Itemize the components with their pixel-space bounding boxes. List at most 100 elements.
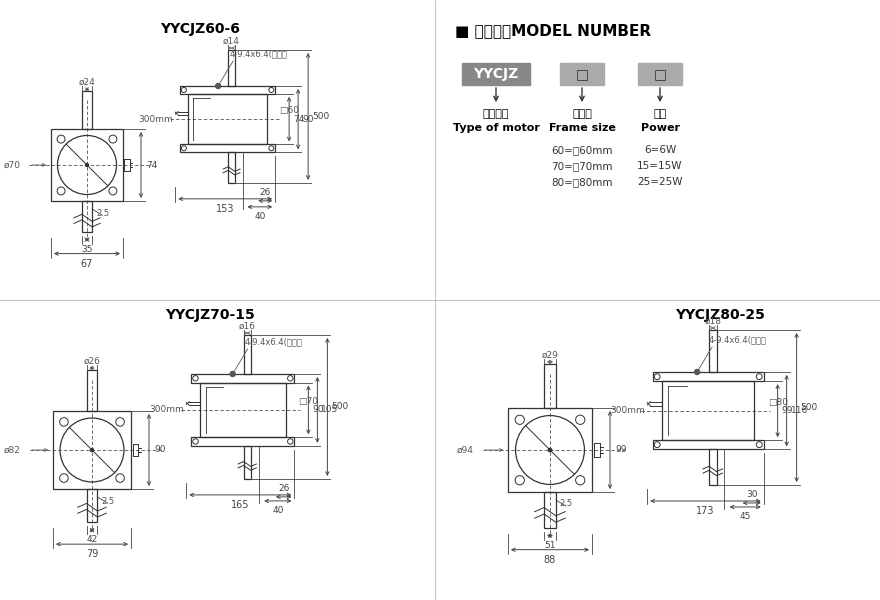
Circle shape — [216, 83, 221, 88]
Bar — [244, 335, 251, 374]
Text: 4-9.4x6.4(长孔）: 4-9.4x6.4(长孔） — [709, 335, 767, 344]
Text: □60: □60 — [279, 106, 299, 115]
Text: 79: 79 — [86, 549, 99, 559]
Text: 500: 500 — [332, 403, 348, 412]
Circle shape — [230, 371, 235, 377]
Circle shape — [91, 448, 93, 452]
Text: □70: □70 — [298, 397, 319, 406]
Text: ø82: ø82 — [4, 445, 21, 455]
Text: 90: 90 — [312, 406, 324, 415]
Bar — [653, 372, 764, 381]
Text: 105: 105 — [321, 406, 339, 415]
Bar — [192, 437, 295, 446]
Text: 2.5: 2.5 — [101, 497, 114, 505]
Text: 90: 90 — [302, 115, 313, 124]
Text: 116: 116 — [790, 406, 808, 415]
Text: Frame size: Frame size — [548, 123, 615, 133]
Text: YYCJZ70-15: YYCJZ70-15 — [165, 308, 255, 322]
Bar — [662, 381, 754, 440]
Text: □80: □80 — [767, 398, 788, 407]
Text: 35: 35 — [81, 245, 92, 254]
Bar — [462, 63, 530, 85]
Text: Type of motor: Type of motor — [452, 123, 539, 133]
Text: 2.5: 2.5 — [96, 208, 109, 217]
Text: ø29: ø29 — [541, 351, 559, 360]
Text: ø18: ø18 — [704, 317, 722, 326]
Text: ø14: ø14 — [224, 37, 240, 46]
Text: 6=6W: 6=6W — [644, 145, 676, 155]
Text: ø26: ø26 — [84, 357, 100, 366]
Text: 60=＆60mm: 60=＆60mm — [551, 145, 612, 155]
Text: 99: 99 — [781, 406, 793, 415]
Bar — [638, 63, 682, 85]
Text: 300mm: 300mm — [611, 406, 645, 415]
Bar — [228, 50, 235, 86]
Text: □: □ — [654, 67, 666, 81]
Text: 80=＆80mm: 80=＆80mm — [551, 177, 612, 187]
Bar — [86, 370, 98, 411]
Text: 74: 74 — [146, 160, 158, 169]
Text: 90: 90 — [154, 445, 165, 455]
Text: 165: 165 — [231, 500, 250, 510]
Text: 500: 500 — [801, 403, 818, 412]
Text: 42: 42 — [86, 535, 98, 544]
Text: 40: 40 — [272, 506, 283, 515]
Bar — [192, 374, 295, 383]
Text: 25=25W: 25=25W — [637, 177, 683, 187]
Bar — [82, 201, 92, 232]
Text: 4-9.4x6.4(长孔）: 4-9.4x6.4(长孔） — [245, 337, 303, 346]
Bar — [82, 91, 92, 129]
Text: 99: 99 — [615, 445, 627, 455]
Bar — [86, 489, 98, 522]
Bar — [51, 129, 123, 201]
Bar — [653, 440, 764, 449]
Bar — [53, 411, 131, 489]
Bar — [560, 63, 604, 85]
Text: 173: 173 — [696, 506, 715, 516]
Bar — [200, 383, 286, 437]
Text: 88: 88 — [544, 555, 556, 565]
Bar — [508, 408, 592, 492]
Text: 300mm: 300mm — [139, 115, 173, 124]
Text: Power: Power — [641, 123, 679, 133]
Text: 74: 74 — [293, 115, 304, 124]
Text: 67: 67 — [81, 259, 93, 269]
Text: ø16: ø16 — [238, 322, 256, 331]
Text: 300mm: 300mm — [150, 406, 184, 415]
Text: ø24: ø24 — [78, 78, 95, 87]
Text: YYCJZ80-25: YYCJZ80-25 — [675, 308, 765, 322]
Circle shape — [548, 448, 552, 452]
Bar — [188, 94, 268, 145]
Text: 51: 51 — [544, 541, 556, 550]
Circle shape — [694, 370, 700, 374]
Text: 功率: 功率 — [653, 109, 667, 119]
Text: 45: 45 — [739, 512, 751, 521]
Text: 26: 26 — [260, 188, 271, 197]
Text: 153: 153 — [216, 204, 234, 214]
Text: YYCJZ60-6: YYCJZ60-6 — [160, 22, 240, 36]
Text: □: □ — [576, 67, 589, 81]
Text: 26: 26 — [278, 484, 290, 493]
Text: 15=15W: 15=15W — [637, 161, 683, 171]
Bar — [244, 446, 251, 479]
Text: 电机类别: 电机类别 — [483, 109, 510, 119]
Bar — [709, 449, 716, 485]
Text: 30: 30 — [746, 490, 758, 499]
Text: YYCJZ: YYCJZ — [473, 67, 518, 81]
Text: ■ 型号命名MODEL NUMBER: ■ 型号命名MODEL NUMBER — [455, 23, 651, 38]
Bar — [180, 145, 275, 152]
Bar — [544, 492, 556, 528]
Text: 40: 40 — [254, 212, 266, 221]
Circle shape — [85, 164, 88, 166]
Text: 机座号: 机座号 — [572, 109, 592, 119]
Bar — [180, 86, 275, 94]
Text: 4-9.4x6.4(长孔）: 4-9.4x6.4(长孔） — [230, 49, 288, 58]
Bar — [709, 330, 716, 372]
Text: ø94: ø94 — [457, 445, 474, 455]
Text: 500: 500 — [312, 112, 329, 121]
Text: 2.5: 2.5 — [560, 499, 573, 509]
Text: ø70: ø70 — [4, 160, 21, 169]
Bar — [228, 152, 235, 183]
Bar — [544, 364, 556, 408]
Text: 70=＆70mm: 70=＆70mm — [551, 161, 612, 171]
